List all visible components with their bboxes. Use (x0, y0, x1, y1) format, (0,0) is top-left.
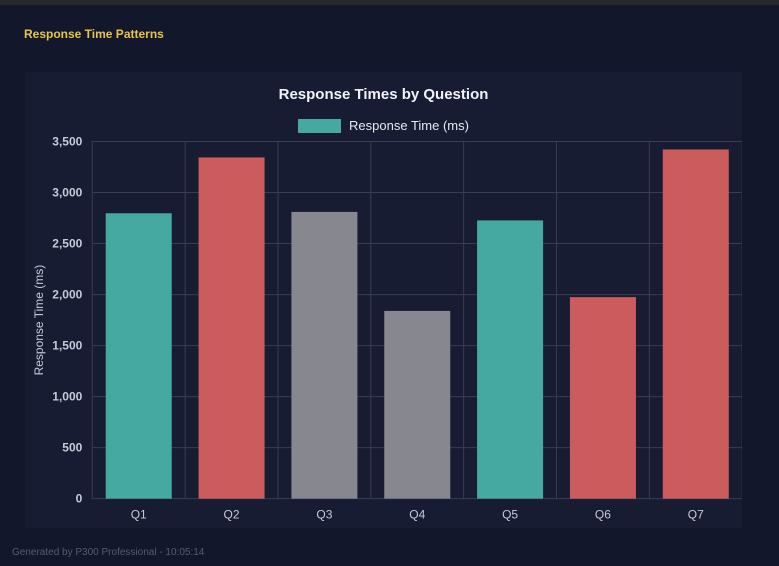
svg-text:1,500: 1,500 (52, 339, 82, 353)
svg-text:2,000: 2,000 (52, 288, 82, 302)
svg-text:1,000: 1,000 (52, 390, 82, 404)
svg-text:Q1: Q1 (131, 508, 147, 522)
svg-text:2,500: 2,500 (52, 237, 82, 251)
svg-text:Q2: Q2 (224, 508, 240, 522)
svg-text:Response Time (ms): Response Time (ms) (32, 265, 46, 376)
svg-text:0: 0 (76, 492, 83, 506)
svg-text:Q6: Q6 (595, 508, 611, 522)
svg-text:Q3: Q3 (316, 508, 332, 522)
svg-text:3,500: 3,500 (52, 135, 82, 149)
svg-text:Q7: Q7 (688, 508, 704, 522)
svg-text:3,000: 3,000 (52, 186, 82, 200)
svg-text:Q5: Q5 (502, 508, 518, 522)
svg-text:500: 500 (62, 441, 82, 455)
svg-text:Q4: Q4 (409, 508, 425, 522)
